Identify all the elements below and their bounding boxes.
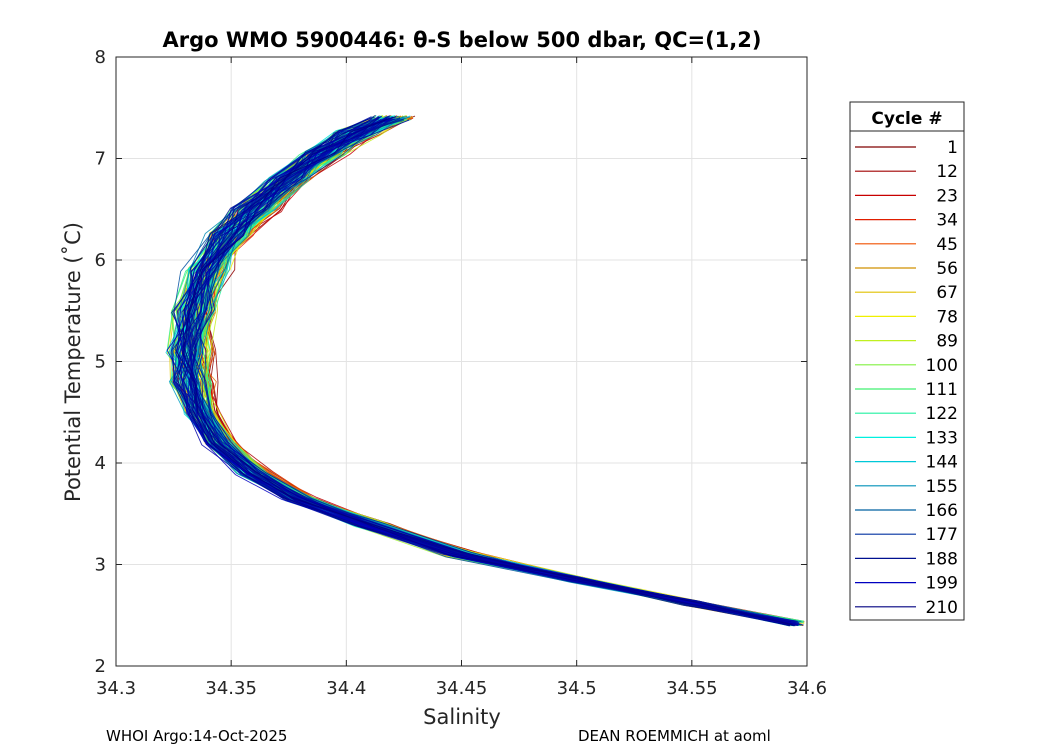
legend-title: Cycle # [871, 109, 942, 129]
cycle-profile-line [181, 118, 791, 626]
legend-label: 100 [926, 356, 958, 376]
x-tick-label: 34.4 [326, 678, 366, 699]
legend-label: 177 [926, 525, 958, 545]
legend-label: 166 [926, 501, 958, 521]
legend-label: 89 [936, 332, 958, 352]
cycle-profile-line [174, 116, 796, 627]
cycle-profile-line [186, 117, 794, 626]
legend-entries: 1 12 23 34 45 56 67 78 89 100 111 122 133 144 155 166 17… [855, 138, 958, 618]
legend-label: 12 [936, 162, 958, 182]
footer-right: DEAN ROEMMICH at aoml [578, 727, 771, 745]
legend-label: 188 [926, 549, 958, 569]
legend-label: 78 [936, 307, 958, 327]
x-axis-label: Salinity [423, 705, 501, 729]
cycle-profile-line [182, 116, 792, 625]
legend-label: 1 [947, 138, 958, 158]
x-tick-label: 34.5 [557, 678, 597, 699]
x-tick-label: 34.45 [436, 678, 488, 699]
curves-group [165, 114, 805, 627]
x-tick-label: 34.35 [205, 678, 257, 699]
legend-label: 56 [936, 259, 958, 279]
y-tick-label: 3 [95, 555, 106, 576]
x-tick-label: 34.6 [787, 678, 827, 699]
footer-left: WHOI Argo:14-Oct-2025 [106, 727, 288, 745]
legend-label: 23 [936, 186, 958, 206]
legend-label: 133 [926, 428, 958, 448]
legend-label: 45 [936, 235, 958, 255]
chart-title: Argo WMO 5900446: θ-S below 500 dbar, QC… [163, 28, 762, 52]
legend-label: 144 [926, 453, 958, 473]
legend-label: 34 [936, 211, 958, 231]
y-tick-label: 7 [95, 149, 106, 170]
y-tick-label: 4 [95, 453, 106, 474]
legend-label: 122 [926, 404, 958, 424]
legend-label: 111 [926, 380, 958, 400]
y-tick-label: 5 [95, 352, 106, 373]
cycle-profile-line [172, 116, 792, 626]
x-axis-ticks: 34.3 34.35 34.4 34.45 34.5 34.55 34.6 [96, 57, 827, 699]
x-tick-label: 34.55 [666, 678, 718, 699]
cycle-profile-line [171, 116, 795, 626]
legend: Cycle # 1 12 23 34 45 56 67 78 89 100 111 122 133 144… [849, 101, 965, 621]
legend-label: 155 [926, 477, 958, 497]
x-tick-label: 34.3 [96, 678, 136, 699]
y-axis-ticks: 2 3 4 5 6 7 8 [95, 47, 807, 677]
y-tick-label: 8 [95, 47, 106, 68]
legend-label: 210 [926, 598, 958, 618]
y-axis-label: Potential Temperature (˚C) [61, 222, 85, 502]
legend-label: 67 [936, 283, 958, 303]
y-tick-label: 6 [95, 250, 106, 271]
y-tick-label: 2 [95, 656, 106, 677]
legend-label: 199 [926, 574, 958, 594]
